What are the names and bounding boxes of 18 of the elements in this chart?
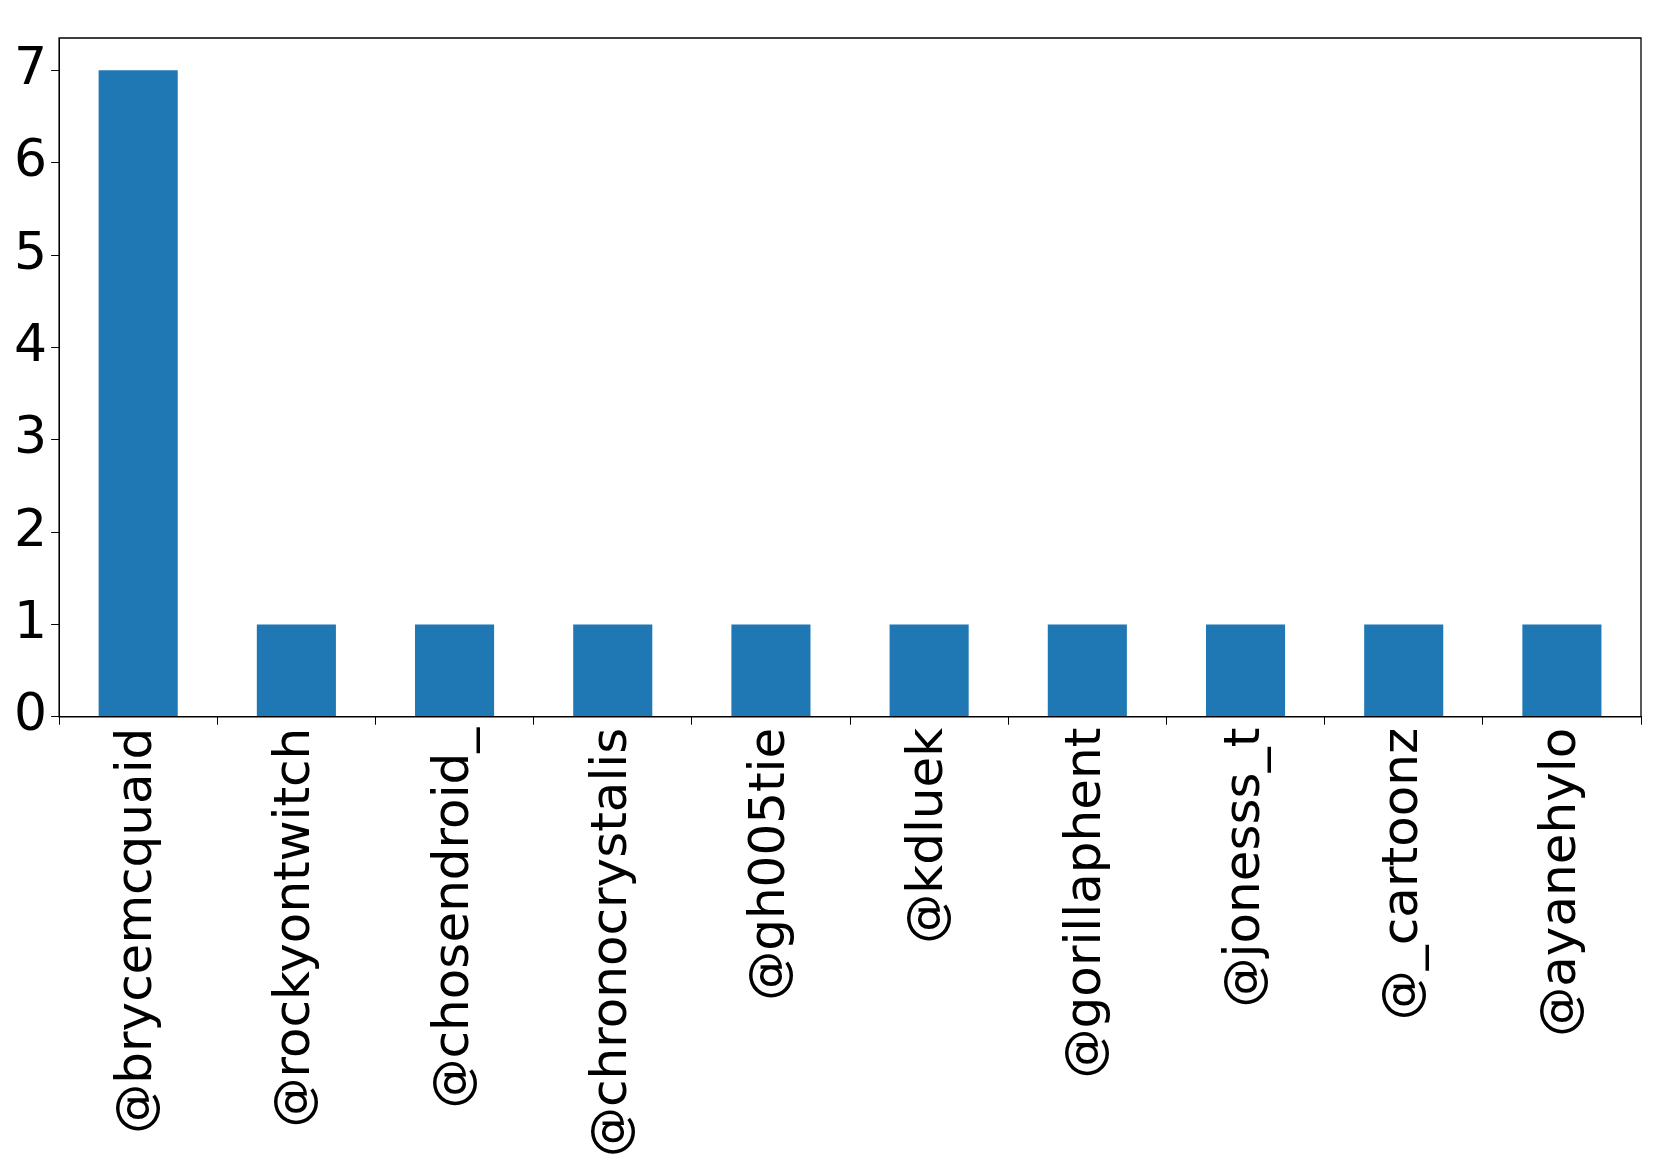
x-tick-label: @gorillaphent (1054, 727, 1113, 1079)
y-tick-label: 3 (13, 405, 48, 466)
x-tick-label: @gh005tie (737, 727, 796, 1001)
y-tick-label: 4 (13, 312, 48, 373)
x-tick-label: @kdluek (896, 727, 955, 944)
y-tick-label: 7 (13, 35, 48, 96)
y-tick-label: 6 (13, 128, 48, 189)
y-tick-label: 1 (13, 589, 48, 650)
x-tick-label: @chosendroid_ (421, 726, 480, 1109)
x-tick-label: @_cartoonz (1370, 727, 1429, 1021)
x-tick-label: @rockyontwitch (263, 727, 322, 1128)
x-tick-label: @jonesss_t (1212, 727, 1271, 1008)
x-tick-label: @chronocrystalis (579, 727, 638, 1158)
x-tick-label: @brycemcquaid (105, 727, 164, 1134)
y-tick-label: 5 (13, 220, 48, 281)
x-tick-label: @ayanehylo (1528, 727, 1587, 1037)
y-tick-label: 2 (13, 497, 48, 558)
y-tick-label: 0 (13, 682, 48, 743)
